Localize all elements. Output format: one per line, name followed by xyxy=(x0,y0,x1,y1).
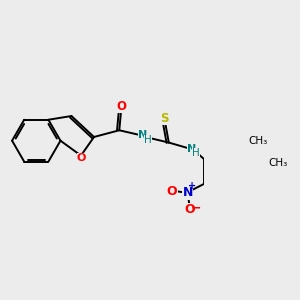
Text: S: S xyxy=(160,112,169,125)
Text: O: O xyxy=(116,100,127,113)
Text: CH₃: CH₃ xyxy=(249,136,268,146)
Text: N: N xyxy=(138,130,147,140)
Text: O: O xyxy=(167,184,177,198)
Text: O: O xyxy=(184,203,195,216)
Text: O: O xyxy=(76,153,86,163)
Text: N: N xyxy=(182,187,193,200)
Text: +: + xyxy=(188,181,196,191)
Text: H: H xyxy=(193,148,200,158)
Text: N: N xyxy=(187,144,196,154)
Text: H: H xyxy=(144,135,152,145)
Text: −: − xyxy=(191,202,202,215)
Text: CH₃: CH₃ xyxy=(268,158,287,168)
